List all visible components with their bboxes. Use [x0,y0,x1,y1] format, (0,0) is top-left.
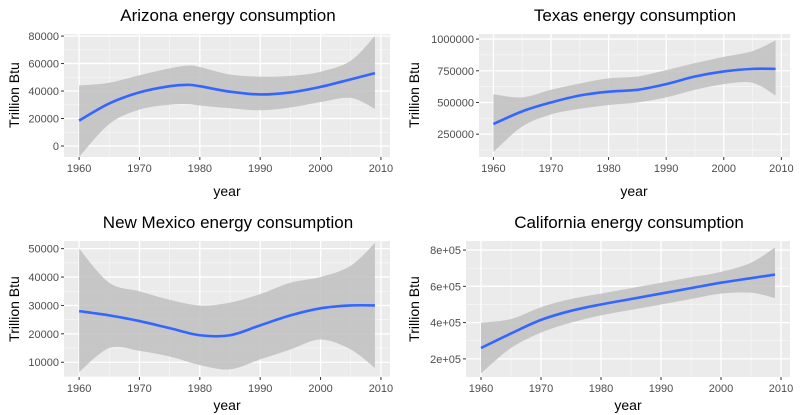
smooth-line [78,303,375,338]
x-tick-label: 1990 [248,163,272,175]
y-tick-label: 0 [53,141,59,153]
smooth-line [480,273,776,350]
y-tick-label: 500000 [437,97,474,109]
y-tick-label: 40000 [28,272,59,284]
arizona-chart: Arizona energy consumption 0 20000 40000 60… [0,0,400,205]
x-tick-label: 1980 [589,383,613,395]
y-axis-label: Trillion Btu [6,276,22,342]
y-tick-label: 250000 [437,129,474,141]
y-tick-label: 10000 [28,357,59,369]
x-tick-label: 2000 [712,163,736,175]
y-tick-label: 60000 [28,59,59,71]
x-tick-label: 1980 [188,163,212,175]
y-tick-label: 4e+05 [430,318,461,330]
x-axis: 1960 1970 1980 1990 2000 2010 [67,157,393,175]
chart-title: Arizona energy consumption [120,6,335,25]
x-axis-label: year [213,397,241,413]
x-tick-label: 1960 [481,163,505,175]
texas-chart: Texas energy consumption 250000 500000 750… [400,0,800,205]
y-tick-label: 20000 [28,114,59,126]
x-axis: 1960 1970 1980 1990 2000 2010 [469,377,793,395]
x-tick-label: 2010 [769,163,793,175]
x-axis-label: year [213,183,241,199]
minor-grid [466,241,790,377]
y-tick-label: 40000 [28,86,59,98]
arizona-chart-svg: Arizona energy consumption 0 20000 40000 60… [6,6,393,199]
california-chart-svg: California energy consumption 2e+05 4e+05… [406,213,793,413]
y-axis-label: Trillion Btu [406,276,422,342]
y-tick-label: 50000 [28,244,59,256]
chart-title: Texas energy consumption [534,6,736,25]
new-mexico-chart-svg: New Mexico energy consumption 10000 20000… [6,213,393,413]
x-tick-label: 1960 [67,163,91,175]
y-tick-label: 2e+05 [430,354,461,366]
y-axis: 2e+05 4e+05 6e+05 8e+05 [430,245,466,366]
y-axis: 10000 20000 30000 40000 50000 [28,244,64,369]
x-tick-label: 1970 [127,163,151,175]
x-tick-label: 1970 [529,383,553,395]
y-tick-label: 750000 [437,66,474,78]
x-axis-label: year [614,397,642,413]
x-tick-label: 1970 [127,383,151,395]
confidence-ribbon [79,242,375,373]
y-axis: 250000 500000 750000 1000000 [431,34,479,141]
new-mexico-chart: New Mexico energy consumption 10000 20000… [0,207,400,415]
x-axis-label: year [620,183,648,199]
smooth-line [78,71,376,122]
x-tick-label: 1990 [248,383,272,395]
y-axis-label: Trillion Btu [406,62,422,128]
smooth-line [492,67,776,126]
california-chart: California energy consumption 2e+05 4e+05… [400,207,800,415]
x-tick-label: 2010 [369,163,393,175]
y-tick-label: 8e+05 [430,245,461,257]
chart-title: California energy consumption [514,213,744,232]
texas-chart-svg: Texas energy consumption 250000 500000 750… [406,6,794,199]
confidence-ribbon [493,40,776,152]
x-tick-label: 1980 [596,163,620,175]
x-tick-label: 2010 [769,383,793,395]
x-tick-label: 2010 [369,383,393,395]
x-tick-label: 1990 [649,383,673,395]
x-tick-label: 1960 [67,383,91,395]
x-tick-label: 1960 [469,383,493,395]
x-tick-label: 2000 [308,383,332,395]
chart-title: New Mexico energy consumption [103,213,353,232]
confidence-ribbon [79,36,375,158]
x-axis: 1960 1970 1980 1990 2000 2010 [481,157,794,175]
x-tick-label: 2000 [709,383,733,395]
y-tick-label: 20000 [28,329,59,341]
x-tick-label: 1970 [539,163,563,175]
y-axis-label: Trillion Btu [6,62,22,128]
y-axis: 0 20000 40000 60000 80000 [28,31,64,153]
x-tick-label: 2000 [308,163,332,175]
x-tick-label: 1990 [654,163,678,175]
y-tick-label: 6e+05 [430,281,461,293]
y-tick-label: 1000000 [431,34,474,46]
confidence-ribbon [481,247,775,374]
y-tick-label: 80000 [28,31,59,43]
x-axis: 1960 1970 1980 1990 2000 2010 [67,377,393,395]
y-tick-label: 30000 [28,300,59,312]
x-tick-label: 1980 [188,383,212,395]
